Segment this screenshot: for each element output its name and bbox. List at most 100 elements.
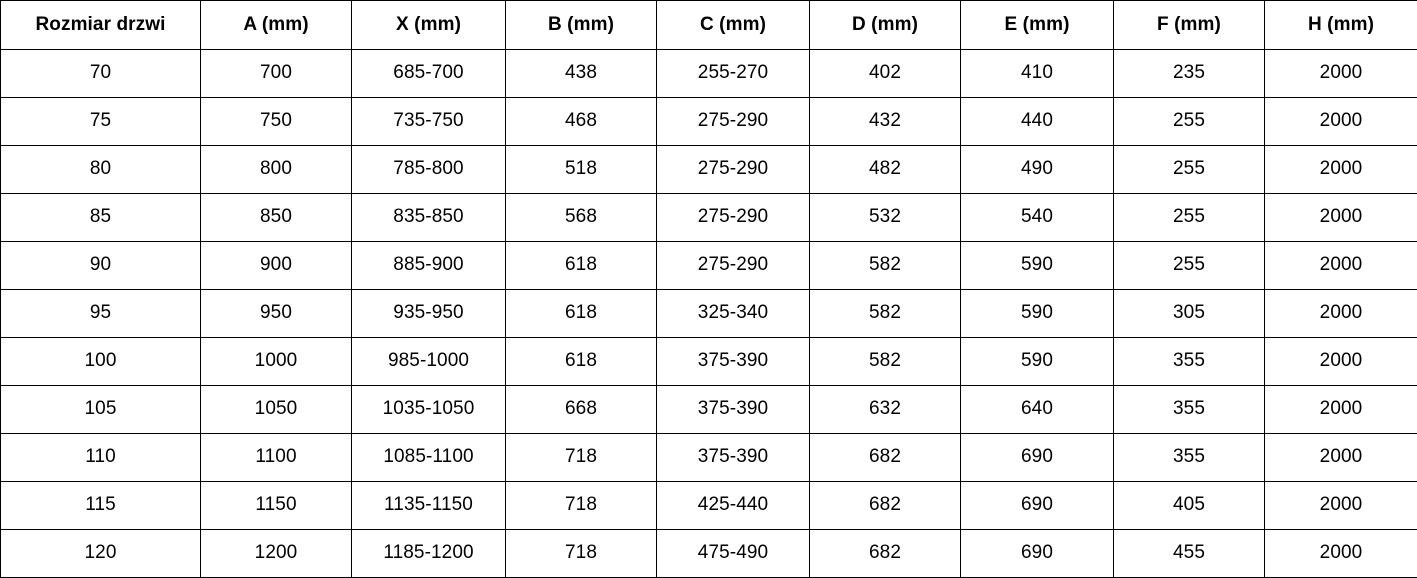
cell-e: 490 (961, 146, 1114, 194)
cell-f: 355 (1114, 386, 1265, 434)
table-header-row: Rozmiar drzwi A (mm) X (mm) B (mm) C (mm… (1, 1, 1417, 50)
cell-a: 1100 (201, 434, 352, 482)
cell-c: 275-290 (657, 146, 810, 194)
cell-h: 2000 (1265, 434, 1417, 482)
cell-x: 985-1000 (352, 338, 506, 386)
cell-f: 455 (1114, 530, 1265, 578)
cell-d: 682 (810, 530, 961, 578)
cell-h: 2000 (1265, 242, 1417, 290)
cell-h: 2000 (1265, 194, 1417, 242)
cell-d: 682 (810, 434, 961, 482)
cell-a: 800 (201, 146, 352, 194)
cell-x: 885-900 (352, 242, 506, 290)
cell-c: 275-290 (657, 242, 810, 290)
cell-size: 75 (1, 98, 201, 146)
column-header-b: B (mm) (506, 1, 657, 50)
cell-b: 518 (506, 146, 657, 194)
cell-c: 375-390 (657, 386, 810, 434)
cell-a: 750 (201, 98, 352, 146)
cell-d: 402 (810, 50, 961, 98)
cell-b: 618 (506, 338, 657, 386)
column-header-rozmiar-drzwi: Rozmiar drzwi (1, 1, 201, 50)
cell-e: 640 (961, 386, 1114, 434)
cell-a: 1200 (201, 530, 352, 578)
cell-f: 355 (1114, 338, 1265, 386)
cell-h: 2000 (1265, 386, 1417, 434)
column-header-a: A (mm) (201, 1, 352, 50)
cell-h: 2000 (1265, 482, 1417, 530)
cell-e: 690 (961, 530, 1114, 578)
cell-b: 618 (506, 242, 657, 290)
cell-a: 900 (201, 242, 352, 290)
column-header-h: H (mm) (1265, 1, 1417, 50)
cell-x: 1185-1200 (352, 530, 506, 578)
cell-x: 935-950 (352, 290, 506, 338)
cell-b: 618 (506, 290, 657, 338)
cell-x: 1135-1150 (352, 482, 506, 530)
cell-f: 255 (1114, 194, 1265, 242)
cell-d: 582 (810, 290, 961, 338)
cell-d: 582 (810, 338, 961, 386)
cell-b: 668 (506, 386, 657, 434)
cell-d: 532 (810, 194, 961, 242)
column-header-c: C (mm) (657, 1, 810, 50)
cell-b: 568 (506, 194, 657, 242)
cell-h: 2000 (1265, 290, 1417, 338)
cell-f: 255 (1114, 146, 1265, 194)
cell-d: 682 (810, 482, 961, 530)
table-header: Rozmiar drzwi A (mm) X (mm) B (mm) C (mm… (1, 1, 1417, 50)
cell-x: 685-700 (352, 50, 506, 98)
cell-a: 1150 (201, 482, 352, 530)
cell-x: 1035-1050 (352, 386, 506, 434)
cell-size: 120 (1, 530, 201, 578)
cell-h: 2000 (1265, 50, 1417, 98)
cell-f: 255 (1114, 98, 1265, 146)
cell-size: 110 (1, 434, 201, 482)
cell-size: 85 (1, 194, 201, 242)
cell-f: 305 (1114, 290, 1265, 338)
cell-x: 835-850 (352, 194, 506, 242)
cell-e: 590 (961, 242, 1114, 290)
cell-size: 105 (1, 386, 201, 434)
cell-d: 482 (810, 146, 961, 194)
cell-b: 468 (506, 98, 657, 146)
cell-b: 438 (506, 50, 657, 98)
cell-b: 718 (506, 434, 657, 482)
cell-c: 475-490 (657, 530, 810, 578)
cell-x: 1085-1100 (352, 434, 506, 482)
column-header-x: X (mm) (352, 1, 506, 50)
cell-b: 718 (506, 482, 657, 530)
cell-e: 590 (961, 290, 1114, 338)
cell-size: 100 (1, 338, 201, 386)
column-header-f: F (mm) (1114, 1, 1265, 50)
cell-a: 700 (201, 50, 352, 98)
cell-h: 2000 (1265, 530, 1417, 578)
cell-size: 70 (1, 50, 201, 98)
cell-e: 590 (961, 338, 1114, 386)
cell-size: 95 (1, 290, 201, 338)
column-header-d: D (mm) (810, 1, 961, 50)
cell-a: 950 (201, 290, 352, 338)
cell-e: 690 (961, 482, 1114, 530)
cell-c: 425-440 (657, 482, 810, 530)
cell-c: 275-290 (657, 194, 810, 242)
cell-h: 2000 (1265, 98, 1417, 146)
cell-c: 375-390 (657, 434, 810, 482)
cell-f: 405 (1114, 482, 1265, 530)
cell-a: 1000 (201, 338, 352, 386)
cell-size: 80 (1, 146, 201, 194)
cell-x: 735-750 (352, 98, 506, 146)
cell-e: 410 (961, 50, 1114, 98)
cell-a: 1050 (201, 386, 352, 434)
